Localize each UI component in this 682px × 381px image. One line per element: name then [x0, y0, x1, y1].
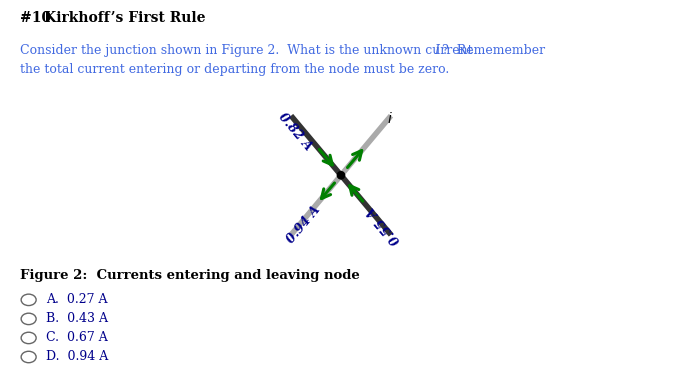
Text: 0.55 A: 0.55 A — [365, 203, 404, 246]
Text: D.  0.94 A: D. 0.94 A — [46, 351, 108, 363]
Text: $i$: $i$ — [387, 111, 392, 126]
Text: I: I — [434, 44, 439, 57]
Text: 0.82 A: 0.82 A — [276, 111, 314, 154]
Text: Figure 2:  Currents entering and leaving node: Figure 2: Currents entering and leaving … — [20, 269, 360, 282]
Text: the total current entering or departing from the node must be zero.: the total current entering or departing … — [20, 63, 449, 76]
Text: B.  0.43 A: B. 0.43 A — [46, 312, 108, 325]
Text: ?  Rememember: ? Rememember — [442, 44, 545, 57]
Text: #10: #10 — [20, 11, 57, 26]
Text: Consider the junction shown in Figure 2.  What is the unknown current: Consider the junction shown in Figure 2.… — [20, 44, 477, 57]
Text: C.  0.67 A: C. 0.67 A — [46, 331, 108, 344]
Text: A.  0.27 A: A. 0.27 A — [46, 293, 108, 306]
Text: Kirkhoff’s First Rule: Kirkhoff’s First Rule — [44, 11, 206, 26]
Text: 0.94 A: 0.94 A — [285, 203, 323, 246]
Circle shape — [338, 171, 344, 179]
